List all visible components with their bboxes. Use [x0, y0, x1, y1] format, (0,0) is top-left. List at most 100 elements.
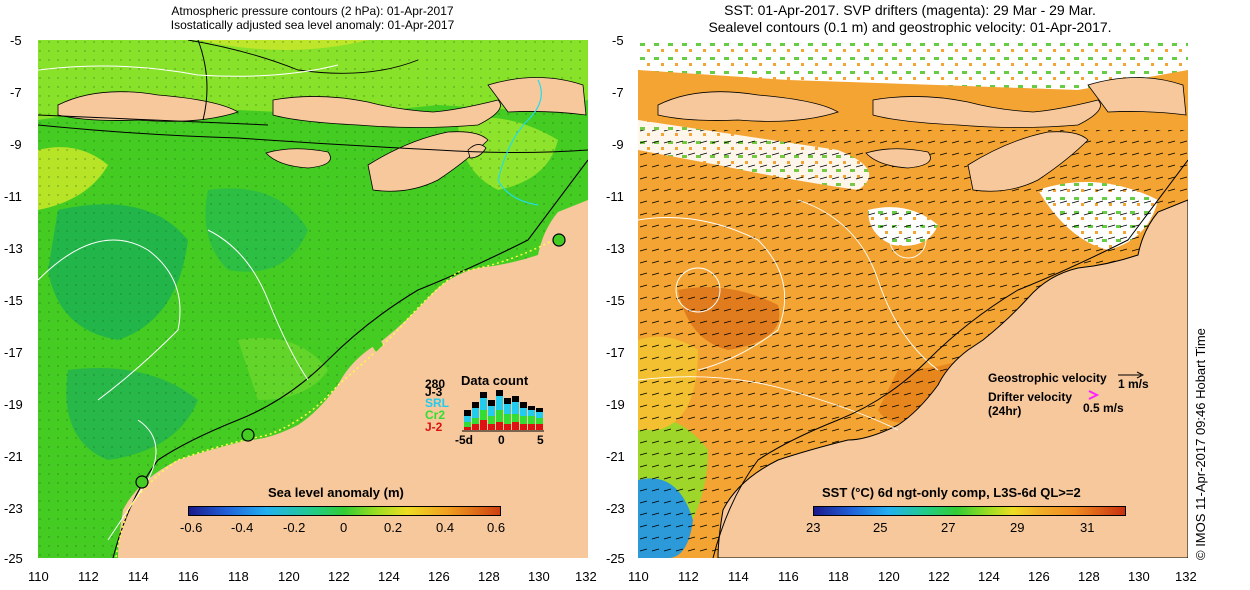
y-tick-r: -23: [606, 501, 625, 516]
sst-island-sumbawa: [872, 96, 1101, 128]
y-tick-l: -7: [10, 85, 22, 100]
y-tick-l: -19: [4, 397, 23, 412]
y-tick-r: -19: [606, 397, 625, 412]
left-title: Atmospheric pressure contours (2 hPa): 0…: [40, 4, 585, 32]
sst-tick: 27: [941, 520, 956, 535]
x-tick-r: 126: [1028, 569, 1050, 584]
y-tick-r: -9: [612, 137, 624, 152]
left-title-line1: Atmospheric pressure contours (2 hPa): 0…: [171, 4, 454, 18]
sst-eddy-1: [889, 221, 927, 259]
x-tick-l: 132: [575, 569, 597, 584]
y-tick-r: -21: [606, 449, 625, 464]
drifter-arrow-icon: [1088, 390, 1100, 400]
sst-colorbar-gradient: [813, 506, 1126, 516]
coast-island-patch: [368, 336, 383, 352]
sst-island-java-east: [657, 91, 839, 122]
sst-contour-1: [638, 217, 786, 371]
data-count-tick: 0: [498, 433, 505, 447]
tide-gauge-port-hedland: [241, 428, 255, 442]
x-tick-l: 116: [178, 569, 199, 584]
cyan-contour: [497, 79, 542, 206]
pressure-contour-1: [38, 124, 588, 153]
sla-tick: 0: [340, 520, 348, 535]
sst-tick: 25: [873, 520, 888, 535]
y-tick-l: -17: [4, 345, 23, 360]
sea-level-anomaly-map: [38, 40, 588, 558]
sla-colorbar-gradient: [188, 506, 501, 516]
x-tick-r: 128: [1078, 569, 1100, 584]
white-contour-1: [38, 64, 339, 77]
x-tick-r: 122: [928, 569, 950, 584]
data-count-tick: 5: [537, 433, 544, 447]
y-tick-l: -9: [10, 137, 22, 152]
sla-tick: -0.2: [283, 520, 306, 535]
sla-tick: -0.6: [180, 520, 203, 535]
y-tick-r: -15: [606, 293, 625, 308]
sst-coastal-contour: [712, 159, 1188, 558]
bar-group: [464, 390, 543, 430]
x-tick-r: 114: [728, 569, 749, 584]
white-contour-3: [207, 229, 309, 381]
x-tick-l: 124: [378, 569, 400, 584]
island-timor: [367, 131, 489, 192]
series-label-j3: J-3: [425, 385, 443, 399]
y-tick-l: -13: [4, 241, 23, 256]
sst-contour-2: [797, 199, 939, 371]
x-tick-l: 126: [428, 569, 450, 584]
x-tick-l: 130: [528, 569, 550, 584]
right-title-line1: SST: 01-Apr-2017. SVP drifters (magenta)…: [724, 2, 1096, 18]
x-tick-l: 122: [328, 569, 350, 584]
y-tick-r: -25: [606, 551, 625, 566]
x-tick-l: 120: [278, 569, 300, 584]
sst-tick: 23: [806, 520, 821, 535]
geostrophic-arrow-icon: [1118, 371, 1145, 379]
pressure-contour-3: [197, 40, 208, 121]
data-count-tick: -5d: [455, 433, 473, 447]
pressure-contour-5: [187, 40, 419, 74]
geostrophic-velocity-label: Geostrophic velocity: [988, 371, 1107, 385]
australia-mainland: [118, 200, 588, 558]
data-count-bars: [462, 388, 544, 432]
left-title-line2: Isostatically adjusted sea level anomaly…: [170, 18, 455, 32]
y-tick-r: -7: [612, 85, 624, 100]
x-tick-l: 110: [28, 569, 49, 584]
x-tick-r: 110: [628, 569, 649, 584]
right-title: SST: 01-Apr-2017. SVP drifters (magenta)…: [630, 2, 1190, 36]
island-sumbawa: [272, 96, 501, 128]
data-count-title: Data count: [461, 373, 529, 388]
island-java-east: [57, 91, 239, 122]
x-tick-r: 120: [878, 569, 900, 584]
right-title-line2: Sealevel contours (0.1 m) and geostrophi…: [708, 19, 1112, 35]
y-tick-l: -5: [10, 33, 22, 48]
x-tick-r: 124: [978, 569, 1000, 584]
pressure-contour-4: [112, 159, 588, 558]
sla-tick: -0.4: [231, 520, 254, 535]
island-roti: [467, 144, 487, 159]
series-label-srl: SRL: [425, 396, 449, 410]
island-sumba: [265, 148, 331, 169]
tide-gauge-onslow: [135, 475, 149, 489]
x-tick-r: 112: [678, 569, 699, 584]
x-tick-r: 132: [1175, 569, 1197, 584]
sla-tick: 0.4: [436, 520, 455, 535]
sst-australia-mainland: [717, 199, 1188, 558]
x-tick-l: 128: [478, 569, 500, 584]
sst-island-sumba: [865, 148, 931, 169]
x-tick-r: 118: [828, 569, 849, 584]
y-tick-l: -11: [4, 189, 22, 204]
sla-tick: 0.6: [487, 520, 506, 535]
sst-island-timor: [967, 131, 1089, 192]
drifter-velocity-label: Drifter velocity: [988, 390, 1073, 404]
x-tick-l: 118: [228, 569, 249, 584]
y-tick-l: -23: [4, 501, 23, 516]
y-tick-r: -13: [606, 241, 625, 256]
sla-tick: 0.2: [384, 520, 403, 535]
sst-colorbar-label: SST (°C) 6d ngt-only comp, L3S-6d QL>=2: [822, 485, 1081, 500]
x-tick-l: 114: [128, 569, 149, 584]
sla-colorbar-label: Sea level anomaly (m): [268, 485, 404, 500]
imos-timestamp: © IMOS 11-Apr-2017 09:46 Hobart Time: [1193, 328, 1208, 560]
drifter-velocity-period: (24hr): [988, 404, 1022, 418]
x-tick-r: 130: [1128, 569, 1150, 584]
y-tick-l: -21: [4, 449, 23, 464]
y-tick-l: -25: [4, 551, 23, 566]
